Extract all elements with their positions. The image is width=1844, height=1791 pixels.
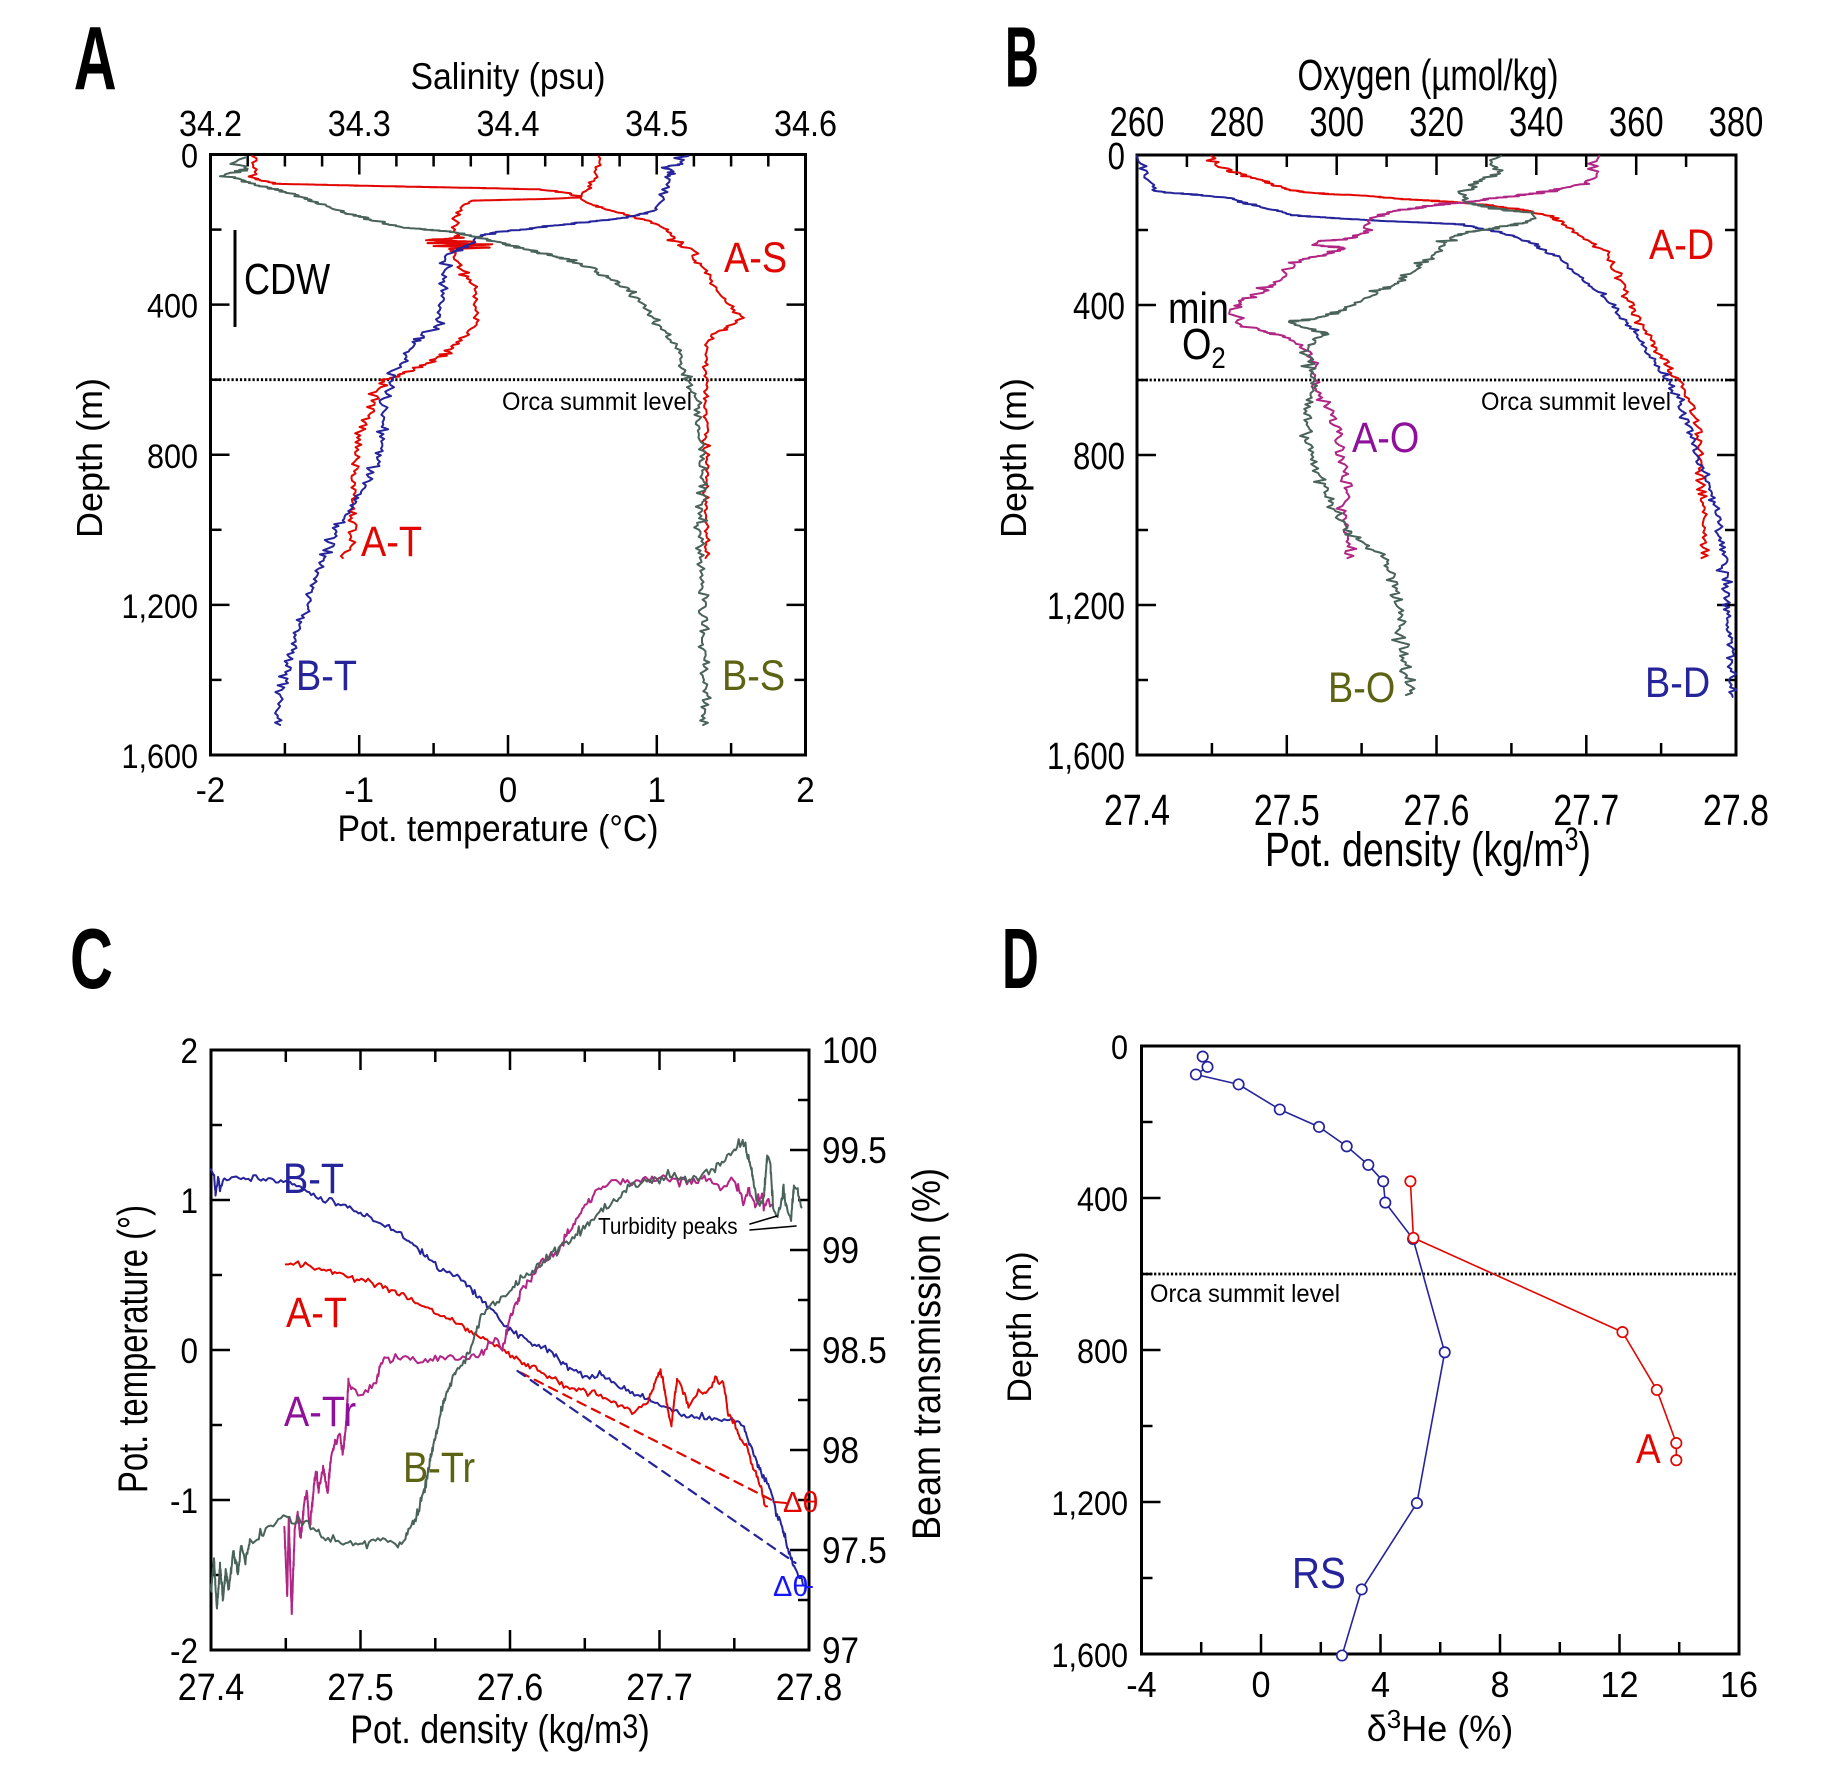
- svg-text:D: D: [1002, 912, 1039, 1007]
- svg-text:97.5: 97.5: [822, 1530, 887, 1571]
- svg-text:27.7: 27.7: [1553, 786, 1619, 835]
- svg-text:2: 2: [796, 771, 814, 810]
- svg-text:Pot. temperature (°C): Pot. temperature (°C): [338, 807, 659, 849]
- svg-text:min: min: [1168, 283, 1229, 332]
- svg-text:27.8: 27.8: [776, 1665, 843, 1708]
- svg-text:0: 0: [181, 137, 198, 175]
- svg-text:B-T: B-T: [296, 651, 357, 700]
- svg-text:99.5: 99.5: [822, 1130, 887, 1171]
- svg-text:1: 1: [180, 1183, 198, 1222]
- svg-text:Depth (m): Depth (m): [993, 378, 1034, 538]
- svg-text:400: 400: [1077, 1181, 1128, 1219]
- svg-text:Orca summit level: Orca summit level: [1150, 1280, 1340, 1308]
- svg-text:1: 1: [648, 771, 666, 810]
- svg-text:Depth (m): Depth (m): [69, 378, 110, 538]
- svg-text:27.4: 27.4: [178, 1665, 245, 1708]
- svg-text:100: 100: [822, 1030, 878, 1071]
- svg-text:RS: RS: [1292, 1548, 1346, 1598]
- svg-text:-2: -2: [170, 1633, 198, 1672]
- svg-text:1,600: 1,600: [1051, 1637, 1128, 1675]
- svg-text:A-D: A-D: [1649, 220, 1714, 269]
- svg-text:A: A: [74, 9, 117, 109]
- svg-text:340: 340: [1509, 98, 1564, 145]
- svg-text:Δθ: Δθ: [773, 1571, 809, 1603]
- svg-text:280: 280: [1209, 98, 1264, 145]
- svg-text:B-D: B-D: [1645, 658, 1710, 707]
- svg-text:C: C: [70, 912, 113, 1007]
- svg-text:2: 2: [180, 1033, 198, 1072]
- svg-text:4: 4: [1371, 1665, 1390, 1705]
- svg-text:360: 360: [1609, 98, 1664, 145]
- svg-text:Pot. density (kg/m3): Pot. density (kg/m3): [1265, 822, 1591, 877]
- svg-text:97: 97: [822, 1630, 859, 1671]
- svg-text:800: 800: [147, 437, 198, 475]
- svg-text:A-T: A-T: [361, 517, 422, 566]
- svg-text:27.5: 27.5: [327, 1665, 394, 1708]
- svg-text:98: 98: [822, 1430, 859, 1471]
- svg-text:A-S: A-S: [724, 233, 787, 282]
- svg-text:800: 800: [1077, 1333, 1128, 1371]
- svg-text:Depth (m): Depth (m): [1001, 1251, 1039, 1402]
- svg-text:98.5: 98.5: [822, 1330, 887, 1371]
- svg-text:34.6: 34.6: [774, 104, 837, 144]
- svg-text:B-S: B-S: [722, 651, 785, 700]
- svg-text:-1: -1: [170, 1483, 198, 1522]
- svg-text:27.4: 27.4: [1104, 786, 1170, 835]
- svg-text:27.5: 27.5: [1254, 786, 1320, 835]
- svg-text:Δθ: Δθ: [783, 1487, 819, 1519]
- svg-text:1,600: 1,600: [121, 738, 198, 776]
- svg-text:1,200: 1,200: [121, 587, 198, 625]
- svg-text:B-O: B-O: [1328, 663, 1395, 712]
- svg-text:380: 380: [1709, 98, 1764, 145]
- svg-text:Pot. temperature (°): Pot. temperature (°): [109, 1205, 156, 1493]
- svg-text:Salinity (psu): Salinity (psu): [411, 55, 606, 97]
- svg-text:0: 0: [499, 771, 517, 810]
- svg-text:27.7: 27.7: [626, 1665, 693, 1708]
- svg-text:Orca summit level: Orca summit level: [1481, 388, 1671, 416]
- svg-text:400: 400: [1073, 286, 1125, 328]
- svg-text:27.8: 27.8: [1703, 786, 1769, 835]
- svg-text:A-O: A-O: [1352, 413, 1419, 462]
- svg-text:34.2: 34.2: [179, 104, 242, 144]
- svg-text:0: 0: [1108, 136, 1125, 178]
- svg-text:A-Tr: A-Tr: [284, 1387, 356, 1436]
- svg-text:B: B: [1005, 10, 1039, 105]
- svg-text:A-T: A-T: [286, 1288, 347, 1337]
- svg-text:800: 800: [1073, 436, 1125, 478]
- svg-text:27.6: 27.6: [1404, 786, 1470, 835]
- svg-text:34.5: 34.5: [625, 104, 688, 144]
- svg-text:Turbidity peaks: Turbidity peaks: [598, 1213, 738, 1239]
- svg-text:Pot. density (kg/m3): Pot. density (kg/m3): [350, 1706, 649, 1751]
- svg-text:B-Tr: B-Tr: [403, 1443, 475, 1492]
- svg-text:27.6: 27.6: [477, 1665, 544, 1708]
- svg-text:16: 16: [1720, 1665, 1758, 1705]
- svg-text:400: 400: [147, 287, 198, 325]
- svg-text:CDW: CDW: [244, 255, 330, 304]
- svg-text:Orca summit level: Orca summit level: [502, 388, 692, 416]
- svg-text:-1: -1: [344, 771, 374, 810]
- svg-text:320: 320: [1409, 98, 1464, 145]
- svg-text:Beam transmission (%): Beam transmission (%): [905, 1168, 949, 1540]
- svg-text:1,200: 1,200: [1051, 1485, 1128, 1523]
- svg-text:8: 8: [1490, 1665, 1509, 1705]
- svg-text:B-T: B-T: [283, 1154, 344, 1203]
- svg-text:12: 12: [1600, 1665, 1638, 1705]
- svg-text:1,200: 1,200: [1047, 586, 1125, 628]
- svg-text:260: 260: [1110, 98, 1165, 145]
- svg-text:1,600: 1,600: [1047, 736, 1125, 778]
- svg-text:-4: -4: [1126, 1665, 1156, 1705]
- svg-text:0: 0: [1251, 1665, 1270, 1705]
- svg-text:Oxygen (µmol/kg): Oxygen (µmol/kg): [1298, 52, 1559, 101]
- svg-text:-2: -2: [196, 771, 226, 810]
- svg-text:34.4: 34.4: [476, 104, 539, 144]
- svg-text:0: 0: [180, 1333, 198, 1372]
- svg-text:99: 99: [822, 1230, 859, 1271]
- svg-text:300: 300: [1309, 98, 1364, 145]
- svg-text:A: A: [1636, 1426, 1661, 1473]
- svg-text:0: 0: [1111, 1029, 1128, 1067]
- svg-text:34.3: 34.3: [328, 104, 391, 144]
